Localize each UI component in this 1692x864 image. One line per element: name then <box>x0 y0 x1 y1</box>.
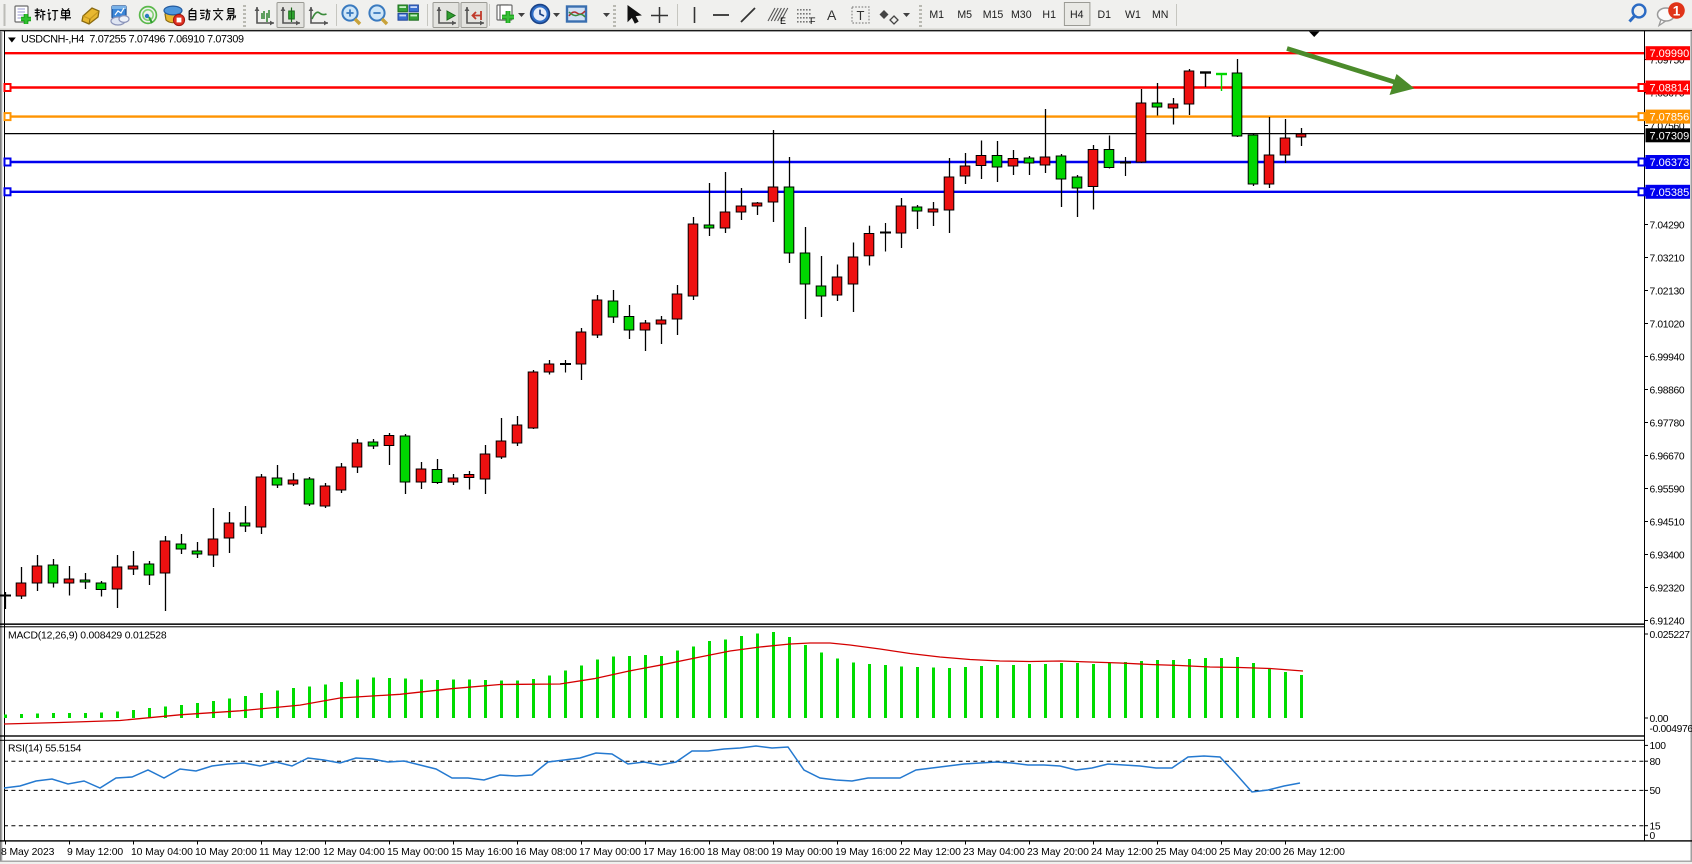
svg-text:10 May 04:00: 10 May 04:00 <box>131 847 193 858</box>
svg-text:24 May 12:00: 24 May 12:00 <box>1091 847 1153 858</box>
svg-text:80: 80 <box>1650 757 1661 768</box>
svg-text:25 May 04:00: 25 May 04:00 <box>1155 847 1217 858</box>
svg-text:17 May 16:00: 17 May 16:00 <box>643 847 705 858</box>
svg-text:26 May 12:00: 26 May 12:00 <box>1283 847 1345 858</box>
svg-text:50: 50 <box>1650 786 1661 797</box>
svg-text:6.95590: 6.95590 <box>1650 484 1685 495</box>
svg-text:0: 0 <box>1650 831 1656 842</box>
svg-text:7.01020: 7.01020 <box>1650 319 1685 330</box>
svg-text:7.04290: 7.04290 <box>1650 220 1685 231</box>
svg-text:18 May 08:00: 18 May 08:00 <box>707 847 769 858</box>
svg-text:W1: W1 <box>1125 9 1141 21</box>
svg-text:12 May 04:00: 12 May 04:00 <box>323 847 385 858</box>
svg-text:19 May 16:00: 19 May 16:00 <box>835 847 897 858</box>
svg-text:USDCNH-,H4 7.07255 7.07496 7.: USDCNH-,H4 7.07255 7.07496 7.06910 7.073… <box>21 34 244 46</box>
svg-text:D1: D1 <box>1098 9 1112 21</box>
svg-text:7.07309: 7.07309 <box>1650 130 1690 142</box>
svg-text:6.91240: 6.91240 <box>1650 616 1685 627</box>
svg-text:23 May 04:00: 23 May 04:00 <box>963 847 1025 858</box>
svg-text:0.00: 0.00 <box>1650 714 1669 725</box>
svg-text:7.09990: 7.09990 <box>1650 48 1690 60</box>
svg-text:6.97780: 6.97780 <box>1650 418 1685 429</box>
svg-text:100: 100 <box>1650 741 1667 752</box>
svg-text:7.03210: 7.03210 <box>1650 253 1685 264</box>
svg-text:8 May 2023: 8 May 2023 <box>1 847 55 858</box>
svg-text:11 May 12:00: 11 May 12:00 <box>259 847 320 858</box>
svg-text:H4: H4 <box>1070 9 1084 21</box>
svg-text:6.99940: 6.99940 <box>1650 352 1685 363</box>
svg-text:M30: M30 <box>1011 9 1032 21</box>
svg-text:1: 1 <box>1673 3 1681 18</box>
svg-text:H1: H1 <box>1042 9 1056 21</box>
svg-text:23 May 20:00: 23 May 20:00 <box>1027 847 1089 858</box>
svg-text:17 May 00:00: 17 May 00:00 <box>579 847 641 858</box>
svg-text:7.07856: 7.07856 <box>1650 112 1690 124</box>
svg-text:7.08814: 7.08814 <box>1650 83 1690 95</box>
svg-text:25 May 20:00: 25 May 20:00 <box>1219 847 1281 858</box>
svg-text:6.98860: 6.98860 <box>1650 385 1685 396</box>
svg-text:T: T <box>857 8 865 23</box>
svg-text:10 May 20:00: 10 May 20:00 <box>195 847 257 858</box>
svg-text:M5: M5 <box>957 9 972 21</box>
svg-text:15: 15 <box>1650 822 1661 833</box>
svg-text:7.02130: 7.02130 <box>1650 286 1685 297</box>
svg-text:-0.004976: -0.004976 <box>1650 724 1692 735</box>
svg-text:6.92320: 6.92320 <box>1650 583 1685 594</box>
svg-text:7.07560: 7.07560 <box>1650 121 1685 132</box>
svg-text:6.96670: 6.96670 <box>1650 451 1685 462</box>
svg-text:15 May 00:00: 15 May 00:00 <box>387 847 449 858</box>
svg-text:22 May 12:00: 22 May 12:00 <box>899 847 961 858</box>
svg-text:MACD(12,26,9) 0.008429 0.01252: MACD(12,26,9) 0.008429 0.012528 <box>8 631 167 642</box>
svg-text:M1: M1 <box>929 9 944 21</box>
svg-text:E: E <box>780 16 786 26</box>
svg-text:16 May 08:00: 16 May 08:00 <box>515 847 577 858</box>
svg-text:F: F <box>810 16 816 26</box>
svg-text:M15: M15 <box>983 9 1004 21</box>
svg-text:15 May 16:00: 15 May 16:00 <box>451 847 513 858</box>
svg-text:A: A <box>827 7 837 23</box>
svg-text:7.05385: 7.05385 <box>1650 187 1690 199</box>
svg-text:0.025227: 0.025227 <box>1650 630 1691 641</box>
svg-text:MN: MN <box>1152 9 1168 21</box>
svg-text:19 May 00:00: 19 May 00:00 <box>771 847 833 858</box>
svg-text:6.93400: 6.93400 <box>1650 550 1685 561</box>
svg-text:7.06373: 7.06373 <box>1650 157 1690 169</box>
svg-text:RSI(14) 55.5154: RSI(14) 55.5154 <box>8 744 82 755</box>
svg-text:7.09750: 7.09750 <box>1650 55 1685 66</box>
svg-text:9 May 12:00: 9 May 12:00 <box>67 847 123 858</box>
svg-text:6.94510: 6.94510 <box>1650 517 1685 528</box>
